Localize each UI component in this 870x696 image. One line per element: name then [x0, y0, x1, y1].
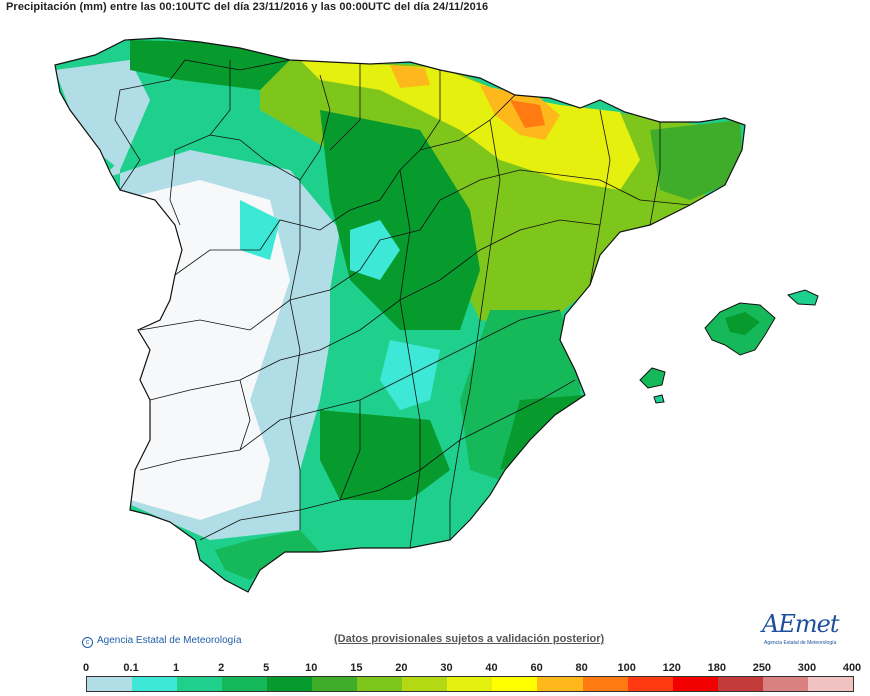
- aemet-credit: c Agencia Estatal de Meteorología: [82, 635, 242, 648]
- copyright-icon: c: [82, 637, 93, 648]
- scale-tick-label: 0.1: [123, 662, 139, 674]
- credit-text: Agencia Estatal de Meteorología: [97, 635, 242, 646]
- province-borders: [114, 59, 691, 549]
- scale-swatch: [627, 677, 673, 691]
- scale-swatch: [807, 677, 853, 691]
- scale-swatch: [132, 677, 178, 691]
- scale-tick-label: 20: [395, 662, 408, 674]
- scale-tick-label: 40: [485, 662, 498, 674]
- scale-swatch: [762, 677, 808, 691]
- scale-tick-label: 300: [797, 662, 817, 674]
- peninsula-precipitation: [54, 37, 746, 593]
- scale-swatch: [582, 677, 628, 691]
- scale-tick-label: 10: [305, 662, 318, 674]
- map-title: Precipitación (mm) entre las 00:10UTC de…: [6, 1, 489, 13]
- scale-swatch: [312, 677, 358, 691]
- menorca-island: [787, 289, 819, 306]
- scale-tick-label: 15: [350, 662, 363, 674]
- mallorca-island: [704, 302, 776, 356]
- scale-swatch: [267, 677, 313, 691]
- scale-tick-label: 100: [617, 662, 636, 674]
- scale-swatch: [717, 677, 763, 691]
- provisional-data-note: (Datos provisionales sujetos a validació…: [334, 633, 605, 645]
- logo-word: AEmet: [762, 610, 839, 638]
- scale-swatch: [402, 677, 448, 691]
- precipitation-color-scale: [86, 676, 854, 692]
- scale-tick-label: 180: [707, 662, 726, 674]
- aemet-logo: AEmet Agencia Estatal de Meteorología: [758, 610, 848, 650]
- scale-swatch: [357, 677, 403, 691]
- scale-tick-label: 400: [842, 662, 862, 674]
- scale-swatch: [672, 677, 718, 691]
- ibiza-island: [639, 367, 666, 389]
- scale-tick-label: 60: [530, 662, 543, 674]
- scale-swatch: [537, 677, 583, 691]
- scale-tick-label: 120: [662, 662, 681, 674]
- scale-tick-label: 30: [440, 662, 453, 674]
- scale-tick-label: 5: [263, 662, 270, 674]
- scale-tick-label: 80: [575, 662, 588, 674]
- scale-swatch: [492, 677, 538, 691]
- logo-subtitle: Agencia Estatal de Meteorología: [764, 640, 837, 646]
- scale-swatch: [447, 677, 493, 691]
- scale-tick-label: 2: [218, 662, 225, 674]
- scale-swatch: [222, 677, 268, 691]
- scale-tick-label: 1: [173, 662, 180, 674]
- scale-tick-label: 0: [82, 662, 90, 674]
- scale-swatch: [87, 677, 133, 691]
- formentera-island: [653, 394, 665, 404]
- scale-swatch: [177, 677, 223, 691]
- scale-tick-label: 250: [752, 662, 772, 674]
